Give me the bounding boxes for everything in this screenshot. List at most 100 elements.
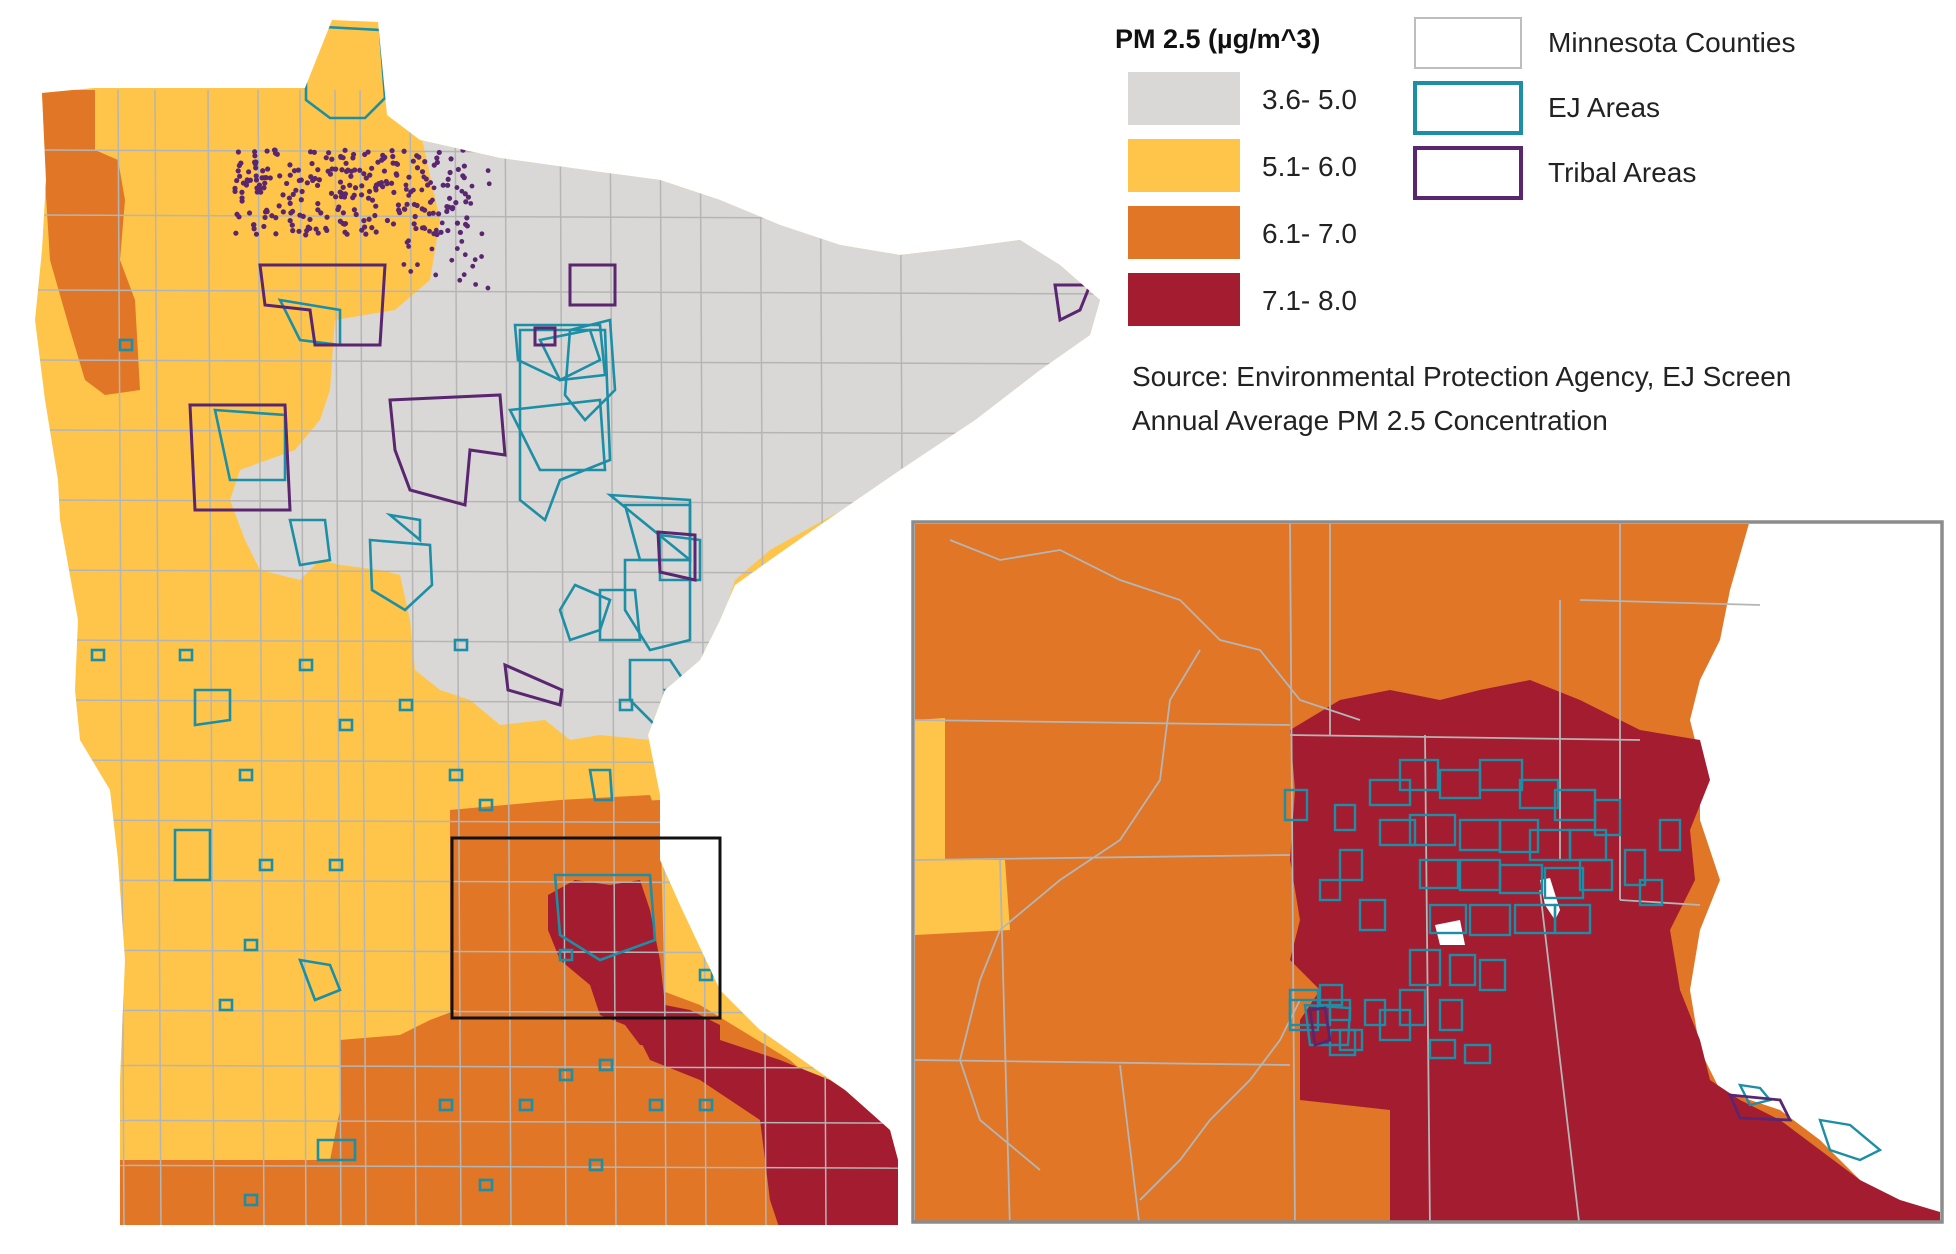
tribal-point	[459, 238, 465, 244]
tribal-point	[419, 169, 426, 175]
ej-area	[297, 958, 342, 1002]
tribal-point	[440, 182, 446, 188]
county-line	[609, 89, 617, 1225]
county-line	[1119, 1064, 1140, 1221]
ej-area	[258, 858, 274, 872]
tribal-area	[656, 530, 697, 582]
county-line	[1579, 599, 1761, 606]
tribal-point	[384, 181, 390, 187]
tribal-point	[459, 188, 465, 194]
tribal-point	[455, 166, 461, 173]
tribal-point	[406, 193, 412, 198]
inset-tribal-areas	[1308, 1006, 1793, 1122]
tribal-area	[1727, 1093, 1793, 1122]
tribal-point	[485, 168, 491, 174]
tribal-point	[286, 195, 293, 201]
ej-area	[1818, 1118, 1883, 1162]
ej-area	[298, 658, 314, 672]
tribal-point	[280, 209, 286, 215]
tribal-point	[263, 175, 269, 181]
tribal-point	[411, 221, 417, 227]
tribal-point	[240, 180, 247, 186]
legend-outline-label: EJ Areas	[1548, 92, 1660, 123]
tribal-point	[326, 150, 332, 156]
tribal-point	[462, 191, 468, 197]
county-line	[117, 89, 125, 1225]
tribal-point	[366, 188, 373, 195]
ej-area	[118, 338, 134, 352]
tribal-point	[267, 175, 273, 181]
tribal-point	[357, 167, 363, 173]
ej-area	[316, 1138, 357, 1162]
tribal-point	[269, 213, 275, 219]
tribal-point	[315, 182, 321, 189]
tribal-point	[411, 201, 417, 208]
tribal-point	[449, 206, 456, 212]
ej-area	[538, 328, 602, 382]
tribal-point	[250, 222, 257, 228]
ej-area	[385, 512, 422, 543]
pm25-zone-6.1-7.0-west	[38, 90, 140, 395]
tribal-point	[298, 177, 304, 183]
ej-area	[1448, 953, 1477, 987]
tribal-point	[351, 192, 357, 198]
ej-area	[1358, 898, 1387, 932]
tribal-point	[343, 160, 349, 166]
tribal-point	[303, 232, 309, 238]
pm25-zone-5.1-6.0-inset	[915, 718, 1010, 935]
inset-county-boundaries	[915, 524, 1761, 1221]
ej-area	[218, 998, 234, 1012]
legend-swatch	[1128, 72, 1240, 125]
tribal-area	[1053, 283, 1093, 323]
tribal-point	[335, 206, 341, 213]
tribal-point	[338, 154, 344, 160]
legend-outline-classes: Minnesota Counties EJ Areas Tribal Areas	[1413, 17, 1795, 200]
ej-area	[698, 1098, 714, 1112]
tribal-point	[416, 154, 422, 160]
tribal-point	[365, 195, 372, 201]
tribal-point	[363, 231, 369, 237]
source-line-2: Annual Average PM 2.5 Concentration	[1132, 405, 1608, 436]
tribal-point	[379, 157, 385, 163]
tribal-point	[390, 160, 396, 166]
tribal-point	[469, 183, 475, 189]
legend-outline-label: Tribal Areas	[1548, 157, 1696, 188]
tribal-point	[447, 169, 453, 176]
legend-outline-swatch	[1413, 146, 1523, 200]
ej-area	[606, 493, 692, 563]
tribal-point	[253, 173, 259, 179]
ej-area	[213, 408, 287, 482]
ej-area	[448, 768, 464, 782]
tribal-point	[324, 214, 330, 220]
tribal-point	[298, 197, 304, 203]
tribal-point	[276, 203, 282, 209]
tribal-point	[429, 246, 435, 252]
tribal-point	[460, 173, 466, 179]
ej-area	[368, 538, 434, 612]
tribal-point	[412, 213, 418, 220]
tribal-point	[410, 187, 416, 193]
tribal-area-dots	[232, 147, 492, 291]
ej-area	[453, 638, 469, 652]
tribal-point	[444, 208, 450, 214]
tribal-point	[401, 262, 407, 267]
ej-area	[238, 768, 254, 782]
county-line	[35, 289, 1100, 295]
ej-area	[1468, 903, 1512, 937]
tribal-point	[422, 159, 428, 165]
tribal-point	[239, 195, 245, 201]
tribal-point	[391, 189, 397, 196]
tribal-point	[337, 179, 344, 185]
tribal-point	[395, 207, 402, 213]
tribal-point	[252, 153, 258, 159]
ej-area	[563, 318, 617, 422]
tribal-point	[454, 246, 460, 251]
ej-area	[1478, 758, 1524, 792]
tribal-point	[406, 244, 412, 249]
tribal-point	[272, 147, 278, 153]
pm25-zone-7.1-8.0-southeast	[640, 1040, 900, 1225]
tribal-point	[253, 165, 259, 171]
ej-area	[1378, 818, 1417, 847]
tribal-point	[312, 175, 318, 182]
county-line	[915, 1059, 1291, 1066]
